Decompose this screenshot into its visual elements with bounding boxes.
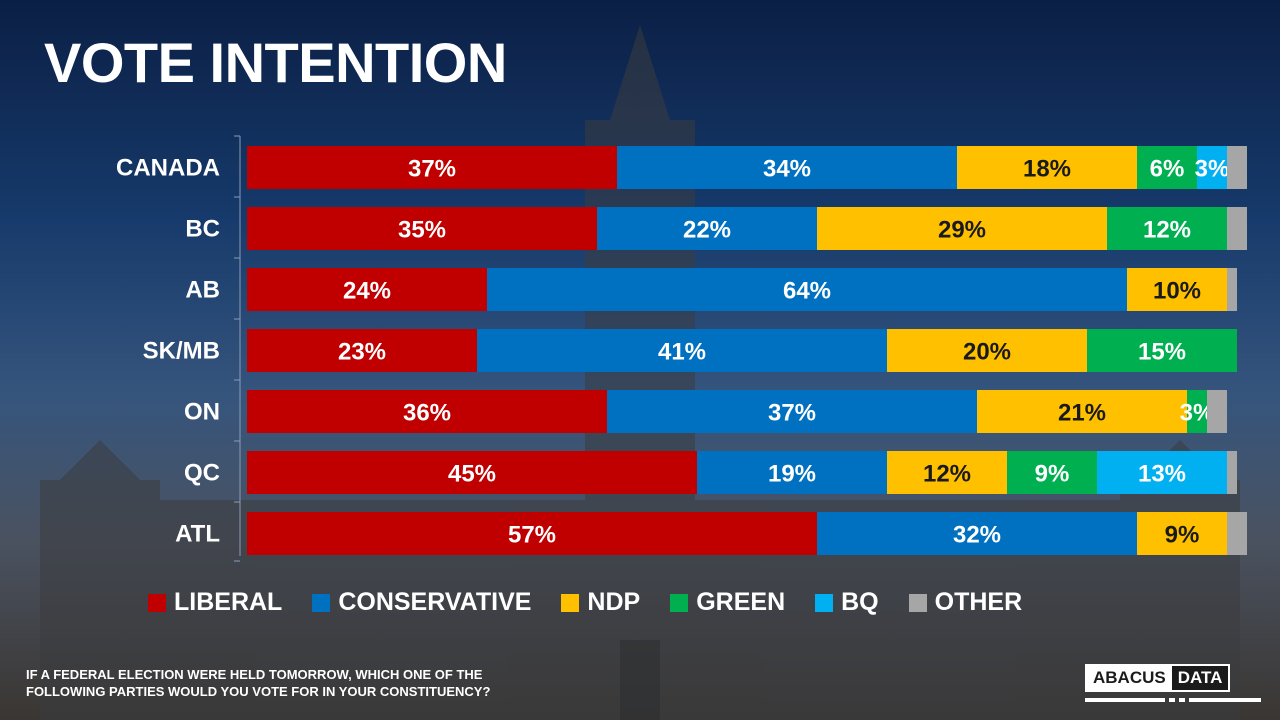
bar-segment-green xyxy=(1107,207,1227,250)
bar-segment-ndp xyxy=(977,390,1187,433)
bar-segment-conservative xyxy=(817,512,1137,555)
legend-label: NDP xyxy=(587,588,641,616)
bar-segment-green xyxy=(1187,390,1207,433)
bar-segment-other xyxy=(1227,207,1247,250)
legend-item-bq: BQ xyxy=(815,588,879,617)
data-label: 37% xyxy=(408,156,456,183)
legend-item-liberal: LIBERAL xyxy=(148,588,282,617)
bar-segment-liberal xyxy=(247,146,617,189)
data-label: 9% xyxy=(1035,461,1070,488)
logo-underline xyxy=(1085,698,1261,702)
data-label: 32% xyxy=(953,522,1001,549)
category-label: BC xyxy=(185,216,220,243)
data-label: 18% xyxy=(1023,156,1071,183)
bar-segment-other xyxy=(1227,146,1247,189)
bar-segment-green xyxy=(1137,146,1197,189)
legend-item-green: GREEN xyxy=(670,588,785,617)
bar-segment-other xyxy=(1207,390,1227,433)
data-label: 3% xyxy=(1195,156,1230,183)
legend-item-conservative: CONSERVATIVE xyxy=(312,588,531,617)
legend-swatch xyxy=(312,593,331,612)
bar-segment-liberal xyxy=(247,451,697,494)
data-label: 22% xyxy=(683,217,731,244)
data-label: 20% xyxy=(963,339,1011,366)
bar-segment-conservative xyxy=(487,268,1127,311)
category-label: SK/MB xyxy=(143,338,220,365)
survey-question-footnote: IF A FEDERAL ELECTION WERE HELD TOMORROW… xyxy=(26,666,586,700)
category-label: QC xyxy=(184,460,220,487)
data-label: 6% xyxy=(1150,156,1185,183)
data-label: 37% xyxy=(768,400,816,427)
legend-label: CONSERVATIVE xyxy=(338,588,532,616)
data-label: 34% xyxy=(763,156,811,183)
legend-label: BQ xyxy=(841,588,879,616)
bar-segment-liberal xyxy=(247,390,607,433)
data-label: 23% xyxy=(338,339,386,366)
bar-segment-conservative xyxy=(607,390,977,433)
bar-segment-ndp xyxy=(817,207,1107,250)
category-label: ON xyxy=(184,399,220,426)
bar-segment-conservative xyxy=(697,451,887,494)
bar-segment-ndp xyxy=(957,146,1137,189)
data-label: 36% xyxy=(403,400,451,427)
bar-segment-ndp xyxy=(887,329,1087,372)
category-label: AB xyxy=(185,277,220,304)
bar-segment-ndp xyxy=(887,451,1007,494)
bar-segment-conservative xyxy=(597,207,817,250)
data-label: 29% xyxy=(938,217,986,244)
footnote-line-2: FOLLOWING PARTIES WOULD YOU VOTE FOR IN … xyxy=(26,684,491,699)
bar-segment-other xyxy=(1227,451,1237,494)
chart-legend: LIBERAL CONSERVATIVE NDP GREEN BQ OTHER xyxy=(148,588,1052,617)
logo-word-abacus: ABACUS xyxy=(1087,666,1172,690)
legend-item-ndp: NDP xyxy=(561,588,640,617)
legend-label: LIBERAL xyxy=(174,588,283,616)
legend-swatch xyxy=(561,593,580,612)
page-title: VOTE INTENTION xyxy=(44,31,507,94)
category-label: ATL xyxy=(175,521,220,548)
legend-swatch xyxy=(148,593,166,612)
data-label: 24% xyxy=(343,278,391,305)
bar-segment-ndp xyxy=(1127,268,1227,311)
bar-segment-liberal xyxy=(247,268,487,311)
bar-segment-green xyxy=(1087,329,1237,372)
data-label: 9% xyxy=(1165,522,1200,549)
legend-swatch xyxy=(670,593,689,612)
data-label: 12% xyxy=(1143,217,1191,244)
data-label: 21% xyxy=(1058,400,1106,427)
bar-segment-liberal xyxy=(247,207,597,250)
data-label: 45% xyxy=(448,461,496,488)
data-label: 13% xyxy=(1138,461,1186,488)
logo-word-data: DATA xyxy=(1171,666,1229,690)
bar-segment-conservative xyxy=(477,329,887,372)
legend-swatch xyxy=(815,593,834,612)
legend-item-other: OTHER xyxy=(908,588,1023,617)
legend-label: OTHER xyxy=(934,588,1023,616)
category-label: CANADA xyxy=(116,155,220,182)
data-label: 35% xyxy=(398,217,446,244)
bar-segment-liberal xyxy=(247,512,817,555)
bar-segment-bq xyxy=(1097,451,1227,494)
footnote-line-1: IF A FEDERAL ELECTION WERE HELD TOMORROW… xyxy=(26,667,483,682)
legend-label: GREEN xyxy=(696,588,786,616)
data-label: 19% xyxy=(768,461,816,488)
data-label: 57% xyxy=(508,522,556,549)
bar-segment-conservative xyxy=(617,146,957,189)
bar-segment-ndp xyxy=(1137,512,1227,555)
bar-segment-other xyxy=(1227,512,1247,555)
abacus-data-logo: ABACUS DATA xyxy=(1085,664,1231,692)
bar-segment-liberal xyxy=(247,329,477,372)
data-label: 15% xyxy=(1138,339,1186,366)
data-label: 12% xyxy=(923,461,971,488)
bar-segment-other xyxy=(1227,268,1237,311)
bar-segment-green xyxy=(1007,451,1097,494)
data-label: 64% xyxy=(783,278,831,305)
data-label: 10% xyxy=(1153,278,1201,305)
bar-segment-bq xyxy=(1197,146,1227,189)
data-label: 41% xyxy=(658,339,706,366)
legend-swatch xyxy=(908,593,927,612)
